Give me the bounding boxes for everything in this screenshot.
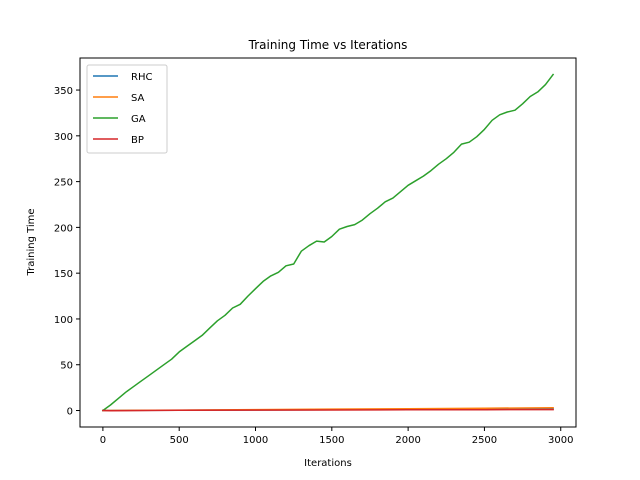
legend: RHC SA GA BP (86, 64, 168, 154)
y-tick-label: 250 (54, 178, 73, 189)
x-tick-label: 500 (170, 435, 189, 446)
x-tick-label: 1500 (319, 435, 344, 446)
y-tick-label: 350 (54, 86, 73, 97)
x-tick-label: 2000 (395, 435, 420, 446)
x-tick-label: 2500 (472, 435, 497, 446)
x-axis: 0 500 1000 1500 2000 2500 3000 (100, 427, 573, 446)
chart-title: Training Time vs Iterations (248, 38, 408, 52)
y-tick-label: 150 (54, 269, 73, 280)
x-tick-label: 3000 (548, 435, 573, 446)
y-axis-label: Training Time (26, 208, 37, 276)
y-tick-label: 300 (54, 132, 73, 143)
legend-label-ga: GA (131, 114, 146, 125)
y-tick-label: 100 (54, 315, 73, 326)
legend-label-bp: BP (131, 135, 144, 146)
series-line-ga (101, 73, 555, 412)
x-tick-label: 1000 (243, 435, 268, 446)
y-axis: 0 50 100 150 200 250 300 350 (54, 86, 80, 418)
legend-label-rhc: RHC (131, 72, 152, 83)
x-axis-label: Iterations (304, 458, 352, 469)
y-tick-label: 0 (67, 407, 73, 418)
legend-box (86, 64, 168, 154)
x-tick-label: 0 (100, 435, 106, 446)
legend-label-sa: SA (131, 93, 145, 104)
series-line-bp (102, 408, 554, 412)
axes-frame (79, 57, 577, 428)
series-layer (101, 73, 555, 412)
y-tick-label: 50 (60, 361, 73, 372)
y-tick-label: 200 (54, 223, 73, 234)
